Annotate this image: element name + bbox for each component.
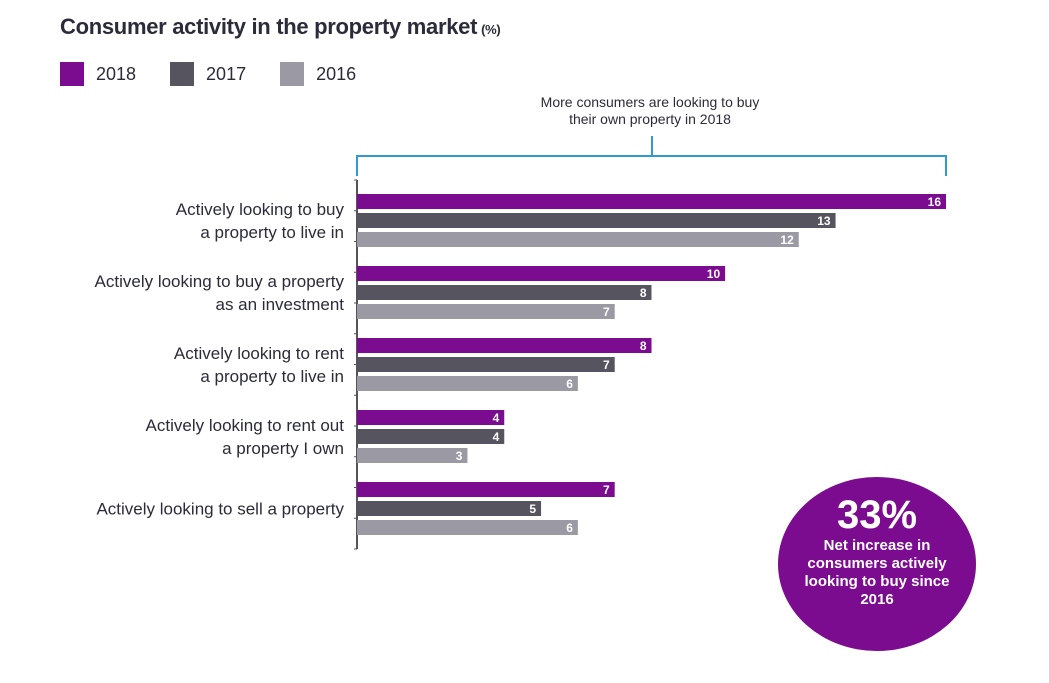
data-label: 6 [566,377,573,391]
bar-2018 [357,482,615,497]
category-label: Actively looking to sell a property [96,500,344,519]
bar-2018 [357,338,652,353]
data-label: 8 [640,339,647,353]
chart-title-unit: (%) [481,22,501,37]
category-label: Actively looking to rent out [146,416,345,435]
category-label: Actively looking to buy [176,200,345,219]
bar-2016 [357,520,578,535]
data-label: 13 [817,214,831,228]
data-label: 6 [566,521,573,535]
bar-2017 [357,501,542,516]
bar-2017 [357,357,615,372]
bar-2018 [357,266,726,281]
data-label: 7 [603,305,610,319]
data-label: 4 [493,411,500,425]
data-label: 7 [603,483,610,497]
legend-swatch-2016 [280,62,305,86]
data-label: 8 [640,286,647,300]
chart-title: Consumer activity in the property market… [60,14,501,40]
legend-swatch-2018 [60,62,84,86]
bar-2016 [357,232,799,247]
data-label: 16 [928,195,942,209]
data-label: 5 [529,502,536,516]
bar-2018 [357,194,946,209]
category-label: as an investment [215,295,344,314]
bar-2017 [357,285,652,300]
callout-text: Net increase in consumers actively looki… [804,537,950,608]
bar-2016 [357,448,468,463]
bar-2016 [357,376,578,391]
bar-2016 [357,304,615,319]
annotation-text: More consumers are looking to buy their … [490,94,810,128]
legend-swatch-2017 [170,62,195,86]
legend-item-2018: 2018 [60,62,136,86]
bar-2018 [357,410,505,425]
category-label: a property I own [222,439,344,458]
legend-label-2017: 2017 [206,63,247,84]
data-label: 3 [456,449,463,463]
category-label: Actively looking to rent [174,344,344,363]
category-label: Actively looking to buy a property [95,272,345,291]
bar-2017 [357,429,505,444]
annotation-line-1: More consumers are looking to buy [540,94,760,110]
bar-2017 [357,213,836,228]
callout-value: 33% [836,493,918,537]
data-label: 7 [603,358,610,372]
data-label: 10 [707,267,721,281]
bracket-line [356,155,947,176]
data-label: 12 [780,233,794,247]
chart-title-text: Consumer activity in the property market [60,14,478,39]
category-label: a property to live in [200,223,344,242]
data-label: 4 [493,430,500,444]
legend: 2018 2017 2016 [60,62,390,86]
legend-item-2017: 2017 [170,62,246,86]
annotation-line-2: their own property in 2018 [569,111,731,127]
category-label: a property to live in [200,367,344,386]
legend-item-2016: 2016 [280,62,356,86]
callout-circle: 33% Net increase in consumers actively l… [778,477,976,651]
legend-label-2018: 2018 [96,63,137,84]
legend-label-2016: 2016 [316,63,357,84]
